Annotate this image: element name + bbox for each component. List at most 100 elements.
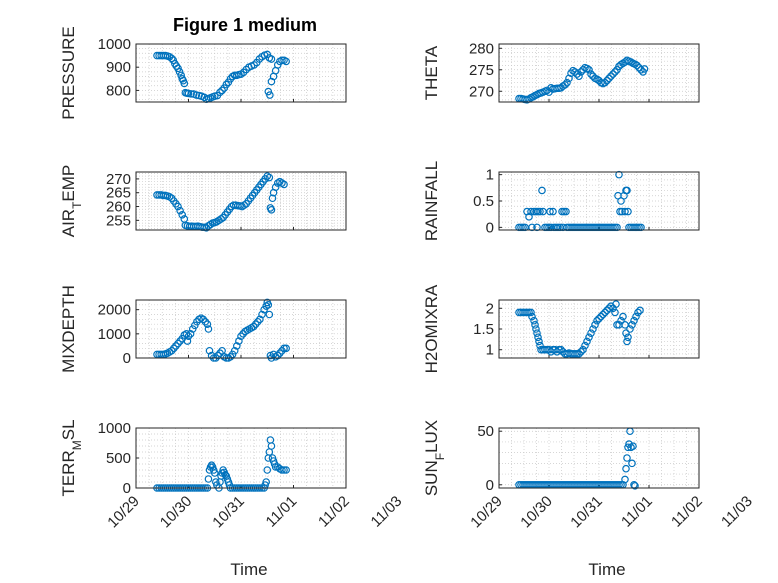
terrmsl-point — [278, 466, 286, 474]
theta-ytick-label: 280 — [469, 40, 494, 57]
pressure-point — [278, 56, 286, 65]
airtemp-axes-box — [135, 171, 347, 231]
h2omixra-point — [622, 329, 630, 337]
theta-point — [585, 65, 593, 74]
theta-point — [561, 81, 569, 89]
mixdepth-point — [273, 351, 282, 360]
terrmsl-ytick-label: 1000 — [98, 420, 131, 437]
theta-point — [575, 72, 583, 81]
sunflux-xtick-label: 11/01 — [618, 493, 656, 531]
terrmsl-ytick-label: 0 — [123, 480, 131, 497]
terrmsl-point — [204, 475, 213, 483]
mixdepth-point — [174, 339, 182, 348]
sunflux-point — [624, 443, 632, 452]
rainfall-point — [528, 223, 536, 232]
h2omixra-ylabel: H2OMIXRA — [422, 284, 441, 373]
mixdepth-point — [183, 337, 192, 345]
theta-point — [637, 65, 645, 74]
rainfall-ytick-label: 0.5 — [473, 193, 494, 210]
mixdepth-point — [264, 301, 273, 309]
h2omixra-point — [607, 302, 615, 311]
airtemp-point — [268, 194, 277, 203]
h2omixra-point — [575, 350, 583, 358]
mixdepth-point — [249, 322, 258, 331]
mixdepth-point — [226, 352, 235, 361]
rainfall-ytick-label: 1 — [486, 167, 494, 184]
h2omixra-ytick-label: 1.5 — [473, 321, 494, 338]
h2omixra-axes-box — [498, 299, 700, 359]
h2omixra-point — [593, 316, 601, 325]
mixdepth-point — [276, 349, 284, 357]
airtemp-point — [271, 183, 280, 191]
mixdepth-point — [251, 320, 260, 328]
rainfall-point — [536, 207, 544, 216]
mixdepth-point — [170, 344, 178, 353]
pressure-ytick-label: 1000 — [98, 36, 131, 53]
airtemp-ytick-label: 255 — [106, 212, 131, 229]
airtemp-ytick-label: 260 — [106, 199, 131, 216]
h2omixra-point — [531, 321, 539, 329]
h2omixra-point — [628, 321, 636, 329]
h2omixra-point — [634, 308, 642, 317]
sunflux-xtick-label: 10/29 — [467, 493, 506, 532]
terrmsl-xtick-label: 10/30 — [157, 493, 196, 532]
mixdepth-point — [172, 342, 180, 350]
terrmsl-point — [221, 470, 230, 479]
pressure-axes-box — [135, 43, 347, 103]
h2omixra-point — [626, 325, 634, 333]
h2omixra-ytick-label: 1 — [486, 342, 494, 359]
theta-point — [601, 78, 609, 87]
rainfall-point — [624, 207, 632, 216]
airtemp-ytick-label: 270 — [106, 171, 131, 188]
mixdepth-point — [203, 320, 212, 328]
airtemp-ytick-label: 265 — [106, 185, 131, 202]
figure-title: Figure 1 medium — [173, 15, 317, 35]
sunflux-point — [622, 464, 630, 473]
terrmsl-xtick-label: 10/29 — [104, 493, 143, 532]
airtemp-ylabel: AIRTEMP — [59, 165, 84, 238]
h2omixra-point — [591, 321, 599, 329]
terrmsl-xtick-label: 10/31 — [209, 493, 248, 532]
rainfall-ylabel: RAINFALL — [422, 161, 441, 241]
terrmsl-xlabel: Time — [230, 560, 267, 579]
sunflux-xtick-label: 10/30 — [517, 493, 556, 532]
mixdepth-point — [199, 315, 208, 324]
rainfall-point — [621, 207, 629, 216]
h2omixra-point — [632, 312, 640, 321]
mixdepth-ytick-label: 1000 — [98, 326, 131, 343]
pressure-point — [175, 68, 184, 76]
mixdepth-point — [278, 346, 286, 355]
theta-point — [633, 61, 641, 70]
h2omixra-point — [530, 316, 538, 325]
pressure-point — [174, 64, 182, 73]
mixdepth-ytick-label: 0 — [123, 350, 131, 367]
h2omixra-point — [557, 345, 565, 354]
sunflux-axes-box — [498, 427, 700, 489]
rainfall-point — [538, 186, 546, 195]
h2omixra-point — [612, 300, 620, 308]
theta-point — [587, 70, 595, 78]
mixdepth-point — [237, 332, 245, 341]
terrmsl-point — [210, 469, 219, 477]
mixdepth-axes-box — [135, 299, 347, 359]
terrmsl-point — [267, 442, 276, 450]
theta-point — [603, 76, 611, 85]
theta-point — [609, 70, 617, 78]
terrmsl-point — [271, 463, 280, 471]
mixdepth-point — [176, 337, 184, 345]
terrmsl-xtick-label: 11/01 — [263, 493, 301, 531]
mixdepth-point — [230, 346, 239, 355]
terrmsl-xtick-label: 11/02 — [315, 493, 353, 531]
theta-point — [611, 68, 619, 76]
airtemp-point — [265, 173, 274, 182]
pressure-point — [264, 87, 273, 96]
sunflux-xtick-label: 10/31 — [567, 493, 606, 532]
airtemp-point — [280, 180, 288, 189]
mixdepth-point — [233, 342, 241, 350]
terrmsl-axes-box — [135, 427, 347, 489]
rainfall-point — [613, 223, 621, 232]
pressure-point — [167, 54, 176, 63]
h2omixra-point — [624, 333, 632, 342]
pressure-ytick-label: 900 — [106, 59, 131, 76]
